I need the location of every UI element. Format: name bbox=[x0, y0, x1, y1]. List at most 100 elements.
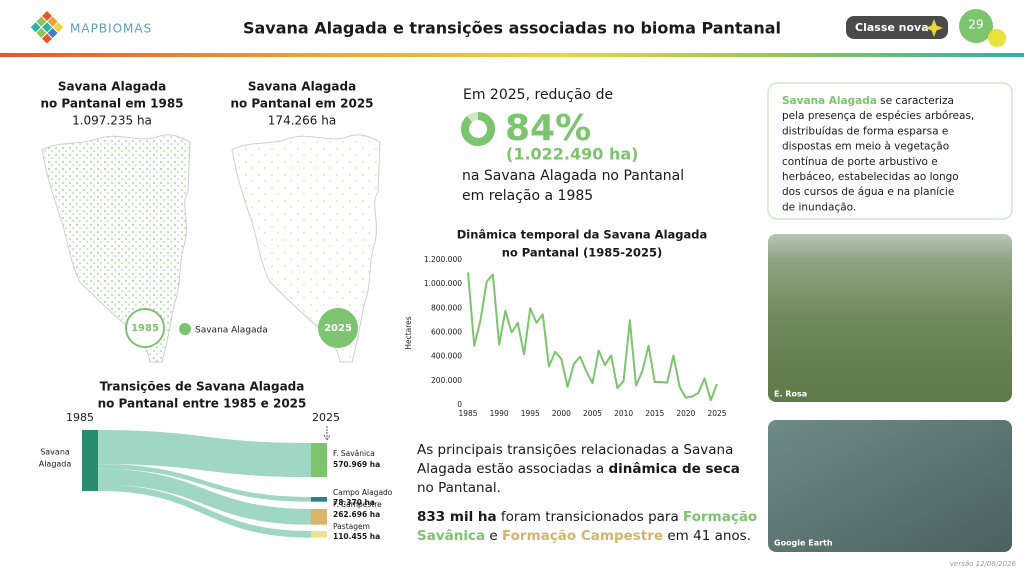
chart-title: no Pantanal (1985-2025) bbox=[502, 246, 663, 260]
x-tick-label: 2010 bbox=[614, 409, 633, 418]
y-tick-label: 400.000 bbox=[431, 352, 462, 361]
map-title: no Pantanal em 2025 bbox=[230, 97, 373, 111]
sankey-target-value: 110.455 ha bbox=[333, 532, 380, 541]
text-line: contínua de porte arbustivo e bbox=[782, 156, 938, 168]
text-segment: As principais transições relacionadas a … bbox=[417, 442, 733, 458]
sankey-target-value: 262.696 ha bbox=[333, 510, 380, 519]
photo bbox=[768, 420, 1012, 552]
text-segment: no Pantanal. bbox=[417, 480, 501, 496]
photo bbox=[768, 234, 1012, 402]
sankey-target bbox=[311, 443, 327, 478]
logo-text: MAPBIOMAS bbox=[70, 22, 152, 36]
version: versão 12/08/2026 bbox=[950, 560, 1017, 568]
description-box bbox=[767, 82, 1013, 220]
text-segment: Savana Alagada bbox=[782, 95, 877, 107]
text-line: distribuídas de forma esparsa e bbox=[782, 125, 948, 137]
sankey-flow bbox=[98, 430, 311, 478]
map-1985 bbox=[41, 134, 191, 363]
arrow bbox=[323, 426, 331, 441]
x-tick-label: 2000 bbox=[552, 409, 571, 418]
chart-title: Dinâmica temporal da Savana Alagada bbox=[457, 228, 708, 242]
x-tick-label: 2020 bbox=[676, 409, 695, 418]
photo-credit: E. Rosa bbox=[774, 390, 807, 399]
color-rule bbox=[0, 53, 1024, 57]
text-line: As principais transições relacionadas a … bbox=[417, 442, 733, 458]
text-line: 833 mil ha foram transicionados para For… bbox=[417, 509, 757, 525]
map-title: Savana Alagada bbox=[248, 80, 356, 94]
data-line bbox=[467, 272, 718, 402]
x-tick-label: 2005 bbox=[583, 409, 602, 418]
text-line: Savana Alagada se caracteriza bbox=[782, 95, 954, 107]
reduction-intro: Em 2025, redução de bbox=[463, 87, 613, 103]
sankey-target-label: F. Savânica bbox=[333, 449, 375, 458]
y-tick-label: 200.000 bbox=[431, 376, 462, 385]
text-segment: herbáceo, estabelecidas ao longo bbox=[782, 171, 959, 183]
text-segment: e bbox=[485, 528, 502, 544]
page-badge bbox=[959, 9, 993, 43]
text-segment: dinâmica de seca bbox=[608, 461, 739, 477]
text-line: herbáceo, estabelecidas ao longo bbox=[782, 171, 959, 183]
donut-icon bbox=[461, 111, 496, 146]
text-line: Savânica e Formação Campestre em 41 anos… bbox=[417, 528, 751, 544]
legend-label: Savana Alagada bbox=[195, 326, 268, 336]
x-tick-label: 2025 bbox=[707, 409, 726, 418]
badge bbox=[846, 16, 948, 39]
page-number: 29 bbox=[968, 18, 983, 32]
sankey-source-label: Savana bbox=[40, 448, 70, 457]
x-tick-label: 1995 bbox=[521, 409, 540, 418]
text-segment: Savânica bbox=[417, 528, 485, 544]
map-title: no Pantanal em 1985 bbox=[40, 97, 183, 111]
star-icon bbox=[925, 19, 943, 37]
sankey-target-value: 78.370 ha bbox=[333, 498, 375, 507]
text-segment: em 41 anos. bbox=[663, 528, 751, 544]
text-segment: dispostas em meio à vegetação bbox=[782, 141, 949, 153]
year-circle bbox=[125, 308, 165, 348]
y-tick-label: 800.000 bbox=[431, 303, 462, 312]
sankey-flow bbox=[98, 484, 311, 538]
sankey-source bbox=[82, 430, 98, 491]
reduction-text: em relação a 1985 bbox=[462, 188, 593, 204]
sankey-year: 1985 bbox=[66, 411, 94, 424]
badge-text: Classe nova bbox=[855, 21, 929, 34]
y-tick-label: 0 bbox=[457, 400, 462, 409]
sankey-target bbox=[311, 509, 327, 525]
text-segment: foram transicionados para bbox=[497, 509, 683, 525]
text-segment: pela presença de espécies arbóreas, bbox=[782, 110, 974, 122]
reduction-area: (1.022.490 ha) bbox=[506, 145, 638, 164]
x-tick-label: 1985 bbox=[458, 409, 477, 418]
x-tick-label: 1990 bbox=[490, 409, 509, 418]
sankey-target-label: Campo Alagado bbox=[333, 488, 393, 497]
text-line: Alagada estão associadas a dinâmica de s… bbox=[417, 461, 740, 477]
map-area: 174.266 ha bbox=[268, 114, 336, 128]
page-dot bbox=[988, 29, 1006, 47]
text-segment: dos cursos de água e na planície bbox=[782, 186, 954, 198]
sankey-year: 2025 bbox=[312, 411, 340, 424]
sankey-title: Transições de Savana Alagada bbox=[100, 380, 305, 394]
legend-swatch bbox=[179, 323, 191, 335]
y-tick-label: 1.200.000 bbox=[424, 255, 462, 264]
year-label: 2025 bbox=[324, 323, 352, 334]
text-line: de inundação. bbox=[782, 201, 856, 213]
text-segment: de inundação. bbox=[782, 201, 856, 213]
sankey-target bbox=[311, 497, 327, 502]
text-segment: distribuídas de forma esparsa e bbox=[782, 125, 948, 137]
sankey-title: no Pantanal entre 1985 e 2025 bbox=[98, 397, 307, 411]
year-label: 1985 bbox=[131, 323, 159, 334]
map-area: 1.097.235 ha bbox=[72, 114, 152, 128]
sankey-target-label: Pastagem bbox=[333, 522, 370, 531]
text-line: dispostas em meio à vegetação bbox=[782, 141, 949, 153]
photo-credit: Google Earth bbox=[774, 539, 833, 548]
y-tick-label: 1.000.000 bbox=[424, 279, 462, 288]
text-segment: 833 mil ha bbox=[417, 509, 497, 525]
sankey-target-value: 570.969 ha bbox=[333, 460, 380, 469]
text-line: pela presença de espécies arbóreas, bbox=[782, 110, 974, 122]
y-axis-label: Hectares bbox=[404, 316, 413, 349]
logo bbox=[30, 11, 64, 44]
text-segment: Formação bbox=[683, 509, 757, 525]
map-title: Savana Alagada bbox=[58, 80, 166, 94]
reduction-percent: 84% bbox=[505, 108, 591, 149]
text-segment: contínua de porte arbustivo e bbox=[782, 156, 938, 168]
sankey-target-label: F. Campestre bbox=[333, 500, 382, 509]
